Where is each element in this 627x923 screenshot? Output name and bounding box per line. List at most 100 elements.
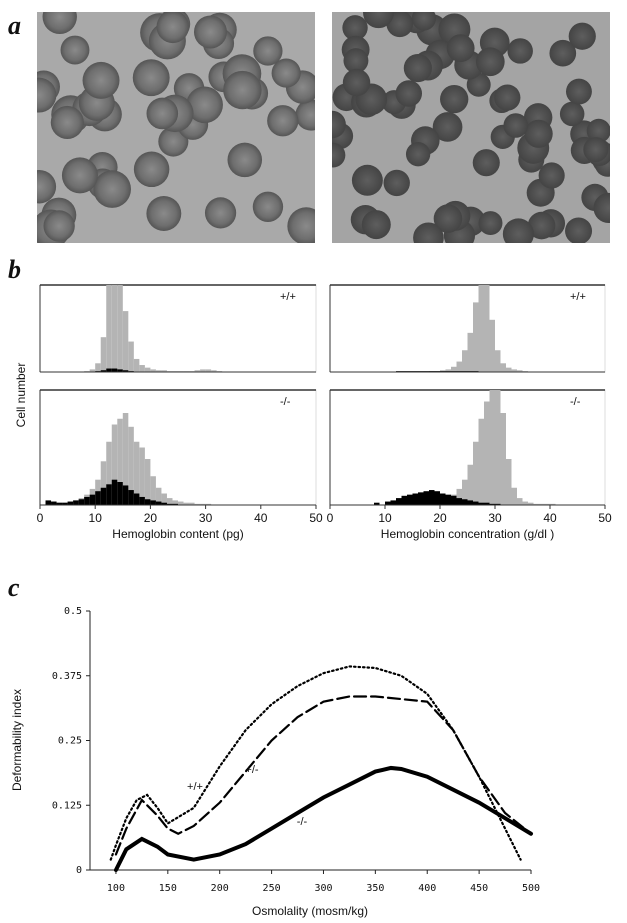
annotation: -/- xyxy=(280,396,291,408)
x-tick-label: 500 xyxy=(522,883,540,894)
cell xyxy=(37,77,57,113)
histogram-bar xyxy=(67,501,74,505)
cell xyxy=(403,53,432,83)
cell xyxy=(446,34,475,63)
cell xyxy=(132,59,170,97)
histogram-bar xyxy=(205,503,212,505)
histogram-bar xyxy=(194,370,201,372)
histogram-bar xyxy=(506,367,512,372)
cell xyxy=(363,12,394,29)
cell xyxy=(82,61,120,99)
cell xyxy=(440,84,469,114)
cell xyxy=(186,86,223,124)
cell xyxy=(383,169,410,197)
annotation: +/+ xyxy=(570,291,586,303)
cell xyxy=(295,99,315,131)
histogram-bar xyxy=(139,496,145,505)
histogram-bar xyxy=(500,413,506,505)
cell xyxy=(395,80,423,107)
cell xyxy=(42,12,77,35)
cell xyxy=(413,222,444,243)
x-tick-label: 250 xyxy=(263,883,281,894)
histogram-bar xyxy=(178,501,184,505)
cell xyxy=(37,169,57,204)
histogram-bar xyxy=(117,482,123,505)
histogram-bar xyxy=(155,501,162,505)
histogram-bar xyxy=(111,479,118,505)
histogram-bar xyxy=(451,366,457,372)
histogram-bar xyxy=(128,341,134,372)
y-tick-label: 0.125 xyxy=(52,800,82,811)
histogram-bar xyxy=(117,369,123,372)
histogram-bar xyxy=(489,319,495,372)
histogram-bar xyxy=(467,332,473,372)
histogram-bar xyxy=(456,498,462,505)
cell xyxy=(342,15,368,41)
annotation: -/- xyxy=(570,396,581,408)
cell xyxy=(475,47,505,77)
histogram-bar xyxy=(111,424,118,505)
cell xyxy=(146,97,179,130)
cell xyxy=(227,142,263,178)
histogram-bar xyxy=(183,502,190,505)
x-tick-label: 400 xyxy=(418,883,436,894)
histogram-bar xyxy=(100,337,107,372)
histogram-bar xyxy=(155,370,162,372)
cell xyxy=(43,210,75,242)
histogram-bar xyxy=(122,370,129,372)
histogram-bar xyxy=(51,501,57,505)
histogram-bar xyxy=(374,502,380,505)
x-tick-label: 30 xyxy=(199,511,213,525)
cell xyxy=(332,110,346,139)
cell xyxy=(61,157,98,194)
series-label: +/+ xyxy=(187,781,203,793)
cell xyxy=(267,105,299,137)
histogram-bar xyxy=(495,390,501,505)
histogram-bar xyxy=(122,311,129,372)
cell-group xyxy=(332,12,610,243)
histogram-bar xyxy=(429,490,435,505)
cell xyxy=(287,207,315,243)
histogram-bar xyxy=(528,502,534,505)
cell xyxy=(538,162,565,189)
histogram-bar xyxy=(100,370,107,372)
histogram-bar xyxy=(62,502,68,505)
cell xyxy=(343,48,369,74)
cell xyxy=(494,84,521,111)
cell xyxy=(204,197,237,229)
x-tick-label: 30 xyxy=(488,511,502,525)
histogram-bar xyxy=(467,464,473,505)
histogram-bar xyxy=(128,426,134,505)
plot-frame xyxy=(39,284,317,373)
cell xyxy=(271,58,301,88)
cell xyxy=(527,211,556,240)
histogram-bar xyxy=(95,491,101,505)
histogram-bar xyxy=(456,488,462,505)
histogram-bar xyxy=(84,496,90,505)
histogram-bar xyxy=(473,441,479,505)
histogram-bar xyxy=(467,500,473,505)
cell xyxy=(361,210,391,240)
cell xyxy=(583,137,609,163)
histogram-bar xyxy=(511,369,517,372)
data-line xyxy=(114,695,533,856)
x-tick-label: 0 xyxy=(37,511,44,525)
cell xyxy=(133,151,170,188)
histogram-bar xyxy=(111,368,118,372)
histogram-bar xyxy=(117,285,123,372)
cell xyxy=(193,15,227,49)
histogram-bar xyxy=(517,370,523,372)
histogram-bar xyxy=(495,350,501,372)
histogram-bar xyxy=(412,493,418,505)
panel-label: b xyxy=(8,255,21,284)
x-tick-label: 10 xyxy=(378,511,392,525)
histogram-bar xyxy=(390,500,396,505)
histogram-bar xyxy=(73,500,79,505)
x-tick-label: 50 xyxy=(598,511,612,525)
histogram-bar xyxy=(133,358,140,372)
histogram-bar xyxy=(106,285,112,372)
histogram-bar xyxy=(128,490,134,505)
histogram-bar xyxy=(423,491,429,505)
x-tick-label: 50 xyxy=(309,511,323,525)
